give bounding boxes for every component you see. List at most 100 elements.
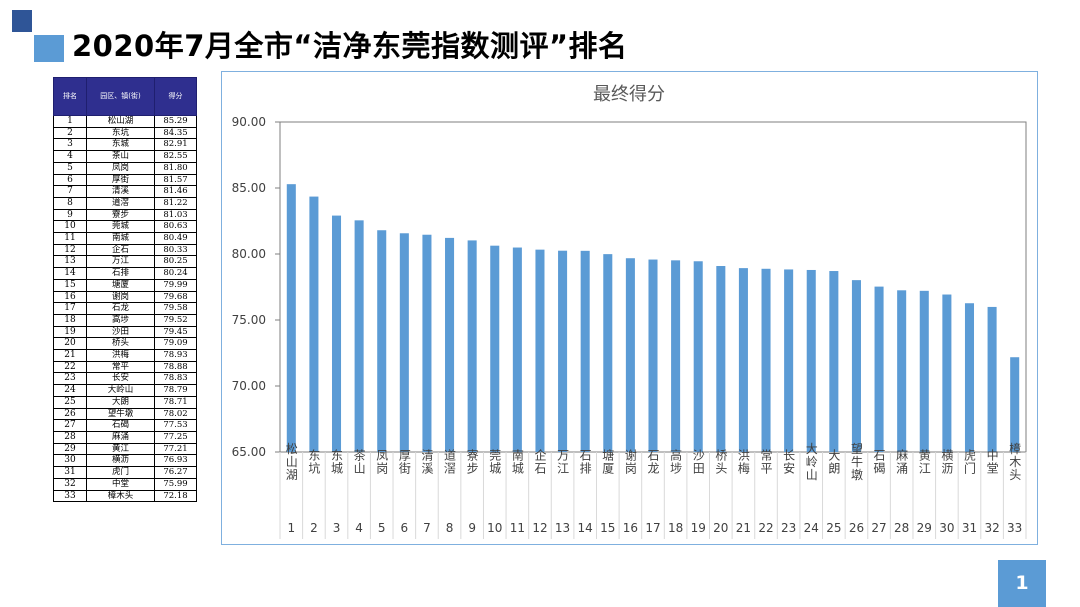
rank-cell: 10	[53, 220, 87, 234]
rank-cell: 9	[53, 208, 87, 222]
score-cell: 81.57	[154, 173, 197, 187]
score-cell: 82.91	[154, 138, 197, 152]
x-rank-label: 4	[355, 521, 363, 535]
x-rank-label: 16	[623, 521, 638, 535]
region-cell: 中堂	[86, 477, 155, 491]
score-cell: 79.45	[154, 325, 197, 339]
bar	[693, 261, 703, 452]
x-rank-label: 2	[310, 521, 318, 535]
table-row: 17 石龙 79.58	[53, 302, 197, 315]
region-cell: 大岭山	[86, 384, 155, 397]
x-rank-label: 31	[962, 521, 977, 535]
region-cell: 万江	[86, 255, 155, 269]
x-category-label: 大岭山	[804, 442, 818, 481]
score-cell: 84.35	[154, 126, 197, 140]
rank-cell: 16	[53, 290, 87, 304]
rank-cell: 22	[53, 360, 87, 374]
x-rank-label: 18	[668, 521, 683, 535]
x-category-label: 横沥	[940, 449, 954, 475]
bar	[286, 184, 296, 452]
bar-chart: 最终得分 65.00 70.00 75.00 80.00 85.00 90.00 松山湖 1 东…	[232, 84, 1027, 539]
title-decoration-dark-square	[12, 10, 32, 32]
table-row: 29 黄江 77.21	[53, 442, 197, 456]
table-row: 27 石碣 77.53	[53, 419, 197, 432]
bar	[784, 269, 794, 452]
region-cell: 石龙	[86, 302, 155, 315]
bar	[580, 250, 590, 452]
region-cell: 望牛墩	[86, 407, 155, 421]
x-category-label: 中堂	[985, 448, 999, 475]
bar	[309, 196, 319, 452]
x-rank-label: 30	[939, 521, 954, 535]
bar	[829, 271, 839, 452]
region-cell: 企石	[86, 243, 155, 257]
x-category-label: 长安	[782, 449, 796, 475]
score-cell: 80.49	[154, 232, 197, 245]
rank-cell: 2	[53, 126, 87, 140]
x-rank-label: 11	[510, 521, 525, 535]
x-category-label: 寮步	[465, 448, 479, 475]
score-cell: 80.24	[154, 267, 197, 280]
bar	[512, 247, 522, 452]
region-cell: 茶山	[86, 150, 155, 163]
table-row: 5 凤岗 81.80	[53, 161, 197, 175]
score-cell: 78.71	[154, 395, 197, 409]
x-rank-label: 15	[600, 521, 615, 535]
region-cell: 东坑	[86, 126, 155, 140]
rank-cell: 6	[53, 173, 87, 187]
x-rank-label: 6	[401, 521, 409, 535]
table-row: 10 莞城 80.63	[53, 220, 197, 234]
x-rank-label: 10	[487, 521, 502, 535]
table-row: 19 沙田 79.45	[53, 325, 197, 339]
bar	[490, 245, 500, 452]
region-cell: 桥头	[86, 337, 155, 351]
table-row: 9 寮步 81.03	[53, 208, 197, 222]
table-row: 15 塘厦 79.99	[53, 278, 197, 292]
region-cell: 高埗	[86, 313, 155, 327]
score-cell: 78.93	[154, 349, 197, 362]
score-cell: 72.18	[154, 489, 197, 503]
region-cell: 黄江	[86, 442, 155, 456]
bar	[648, 259, 658, 452]
score-cell: 81.22	[154, 196, 197, 210]
table-row: 31 虎门 76.27	[53, 466, 197, 479]
table-row: 20 桥头 79.09	[53, 337, 197, 351]
rank-cell: 20	[53, 337, 87, 351]
rank-cell: 27	[53, 419, 87, 432]
table-row: 33 樟木头 72.18	[53, 489, 197, 503]
rank-cell: 1	[53, 115, 87, 128]
x-rank-label: 9	[468, 521, 476, 535]
score-cell: 81.46	[154, 185, 197, 198]
table-row: 14 石排 80.24	[53, 267, 197, 280]
score-cell: 78.02	[154, 407, 197, 421]
x-category-label: 洪梅	[736, 449, 750, 475]
table-row: 8 道滘 81.22	[53, 196, 197, 210]
x-category-label: 塘厦	[601, 448, 615, 475]
x-category-label: 沙田	[691, 449, 705, 475]
rank-cell: 31	[53, 466, 87, 479]
bar	[919, 290, 929, 452]
y-tick-label: 75.00	[232, 313, 266, 327]
score-cell: 82.55	[154, 150, 197, 163]
x-category-label: 常平	[759, 449, 773, 475]
table-row: 21 洪梅 78.93	[53, 349, 197, 362]
x-category-label: 石碣	[872, 449, 886, 475]
bar	[897, 290, 907, 452]
x-rank-label: 13	[555, 521, 570, 535]
rank-cell: 19	[53, 325, 87, 339]
score-cell: 78.83	[154, 372, 197, 386]
region-cell: 洪梅	[86, 349, 155, 362]
x-category-label: 凤岗	[375, 449, 389, 475]
score-cell: 77.53	[154, 419, 197, 432]
x-rank-label: 32	[984, 521, 999, 535]
rank-cell: 33	[53, 489, 87, 503]
table-row: 25 大朗 78.71	[53, 395, 197, 409]
header-rank: 排名	[53, 77, 87, 116]
table-row: 7 清溪 81.46	[53, 185, 197, 198]
rank-cell: 8	[53, 196, 87, 210]
score-cell: 80.33	[154, 243, 197, 257]
x-rank-label: 19	[691, 521, 706, 535]
score-cell: 79.52	[154, 313, 197, 327]
table-row: 13 万江 80.25	[53, 255, 197, 269]
x-rank-label: 14	[578, 521, 593, 535]
